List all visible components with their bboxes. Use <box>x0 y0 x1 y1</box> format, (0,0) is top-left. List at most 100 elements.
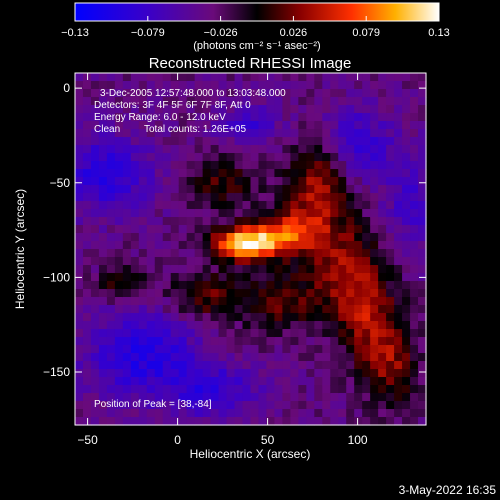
heatmap-cell <box>330 257 339 266</box>
heatmap-cell <box>378 401 387 410</box>
heatmap-cell <box>194 281 204 290</box>
heatmap-cell <box>138 273 148 282</box>
heatmap-cell <box>234 417 244 426</box>
heatmap-cell <box>138 401 148 410</box>
heatmap-cell <box>242 145 252 154</box>
heatmap-cell <box>290 313 299 322</box>
heatmap-cell <box>370 89 379 98</box>
heatmap-cell <box>75 153 84 162</box>
heatmap-cell <box>418 265 427 274</box>
heatmap-cell <box>354 225 363 234</box>
heatmap-cell <box>178 121 188 130</box>
heatmap-cell <box>130 209 140 218</box>
heatmap-cell <box>346 385 355 394</box>
heatmap-cell <box>170 401 180 410</box>
heatmap-cell <box>282 97 291 106</box>
heatmap-cell <box>346 137 355 146</box>
heatmap-cell <box>82 201 92 210</box>
heatmap-cell <box>122 409 132 418</box>
heatmap-cell <box>106 121 116 130</box>
heatmap-cell <box>75 409 84 418</box>
heatmap-cell <box>98 409 108 418</box>
heatmap-cell <box>194 337 204 346</box>
heatmap-cell <box>290 249 299 258</box>
heatmap-cell <box>410 225 419 234</box>
heatmap-cell <box>258 177 268 186</box>
heatmap-cell <box>258 329 268 338</box>
heatmap-cell <box>418 393 427 402</box>
heatmap-cell <box>346 105 355 114</box>
heatmap-cell <box>298 89 307 98</box>
heatmap-cell <box>402 201 411 210</box>
heatmap-cell <box>242 113 252 122</box>
heatmap-cell <box>82 185 92 194</box>
heatmap-cell <box>242 193 252 202</box>
heatmap-cell <box>138 305 148 314</box>
heatmap-cell <box>314 97 323 106</box>
heatmap-cell <box>218 313 228 322</box>
heatmap-cell <box>210 81 220 90</box>
colorbar-gradient <box>74 2 440 22</box>
heatmap-cell <box>370 393 379 402</box>
heatmap-cell <box>314 249 323 258</box>
heatmap-cell <box>418 369 427 378</box>
heatmap-cell <box>266 129 276 138</box>
heatmap-cell <box>354 241 363 250</box>
heatmap-cell <box>234 329 244 338</box>
heatmap-cell <box>106 217 116 226</box>
heatmap-cell <box>146 169 156 178</box>
heatmap-cell <box>234 105 244 114</box>
heatmap-cell <box>290 241 299 250</box>
heatmap-cell <box>178 377 188 386</box>
heatmap-cell <box>346 185 355 194</box>
heatmap-cell <box>258 193 268 202</box>
heatmap-cell <box>274 113 284 122</box>
heatmap-cell <box>186 169 196 178</box>
heatmap-cell <box>82 177 92 186</box>
heatmap-cell <box>290 321 299 330</box>
heatmap-cell <box>378 345 387 354</box>
heatmap-cell <box>162 393 172 402</box>
heatmap-cell <box>298 137 307 146</box>
heatmap-cell <box>306 273 315 282</box>
heatmap-cell <box>322 281 331 290</box>
heatmap-cell <box>274 233 284 242</box>
heatmap-cell <box>138 353 148 362</box>
heatmap-cell <box>314 281 323 290</box>
heatmap-cell <box>75 321 84 330</box>
heatmap-cell <box>98 313 108 322</box>
heatmap-cell <box>282 321 291 330</box>
heatmap-cell <box>258 409 268 418</box>
heatmap-cell <box>290 353 299 362</box>
heatmap-cell <box>362 185 371 194</box>
heatmap-cell <box>122 305 132 314</box>
heatmap-cell <box>210 409 220 418</box>
heatmap-cell <box>194 305 204 314</box>
heatmap-cell <box>154 305 164 314</box>
heatmap-cell <box>210 97 220 106</box>
heatmap-cell <box>410 297 419 306</box>
heatmap-cell <box>266 97 276 106</box>
heatmap-cell <box>394 249 403 258</box>
heatmap-cell <box>170 97 180 106</box>
heatmap-cell <box>194 161 204 170</box>
heatmap-cell <box>138 153 148 162</box>
heatmap-cell <box>274 193 284 202</box>
heatmap-cell <box>122 89 132 98</box>
heatmap-cell <box>362 89 371 98</box>
heatmap-cell <box>266 161 276 170</box>
heatmap-cell <box>114 249 124 258</box>
heatmap-cell <box>82 225 92 234</box>
heatmap-cell <box>274 161 284 170</box>
heatmap-cell <box>154 233 164 242</box>
heatmap-cell <box>322 393 331 402</box>
heatmap-cell <box>258 153 268 162</box>
heatmap-cell <box>75 337 84 346</box>
heatmap-cell <box>418 89 427 98</box>
heatmap-cell <box>242 289 252 298</box>
heatmap-cell <box>226 185 236 194</box>
heatmap-cell <box>186 201 196 210</box>
heatmap-cell <box>178 113 188 122</box>
heatmap-cell <box>154 145 164 154</box>
heatmap-cell <box>202 353 212 362</box>
